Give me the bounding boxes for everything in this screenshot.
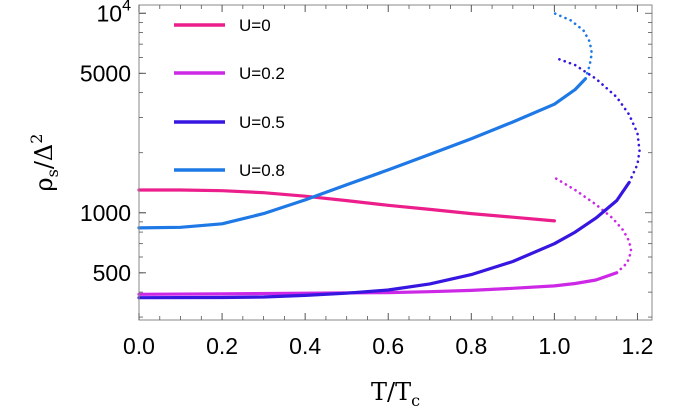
x-tick-label: 1.0 <box>538 333 570 359</box>
series-line-2 <box>137 180 631 300</box>
x-axis-label: T/Tc​ <box>371 378 420 410</box>
plot-frame <box>138 4 653 321</box>
y-axis-label: ρs​/Δ2​ <box>27 134 62 192</box>
x-tick-label: 0.6 <box>372 333 404 359</box>
series-dotted-3 <box>553 12 594 80</box>
x-tick-label: 0.2 <box>206 333 238 359</box>
y-tick-label: 104 <box>97 0 132 26</box>
x-tick-label: 0.0 <box>123 333 155 359</box>
series-dotted-2 <box>553 56 641 184</box>
series-dotted-1 <box>553 176 633 275</box>
legend-label: U=0 <box>239 16 271 35</box>
legend-label: U=0.8 <box>239 161 285 180</box>
legend: U=0 U=0.2 U=0.5 U=0.8 <box>174 16 285 180</box>
x-tick-label: 1.2 <box>621 333 653 359</box>
y-tick-label: 5000 <box>80 60 131 86</box>
x-tick-label: 0.4 <box>289 333 321 359</box>
y-tick-label: 500 <box>93 260 131 286</box>
x-tick-label: 0.8 <box>455 333 487 359</box>
series-line-3 <box>137 77 588 230</box>
ticks-layer <box>138 5 652 320</box>
series-line-0 <box>137 188 557 223</box>
tick-labels: 0.0 0.2 0.4 0.6 0.8 1.0 1.2 500 1000 5000 104 <box>80 0 654 359</box>
legend-label: U=0.2 <box>239 64 285 83</box>
y-tick-label: 1000 <box>80 200 131 226</box>
series-line-1 <box>137 271 619 296</box>
series-layer <box>137 12 641 300</box>
legend-label: U=0.5 <box>239 113 285 132</box>
